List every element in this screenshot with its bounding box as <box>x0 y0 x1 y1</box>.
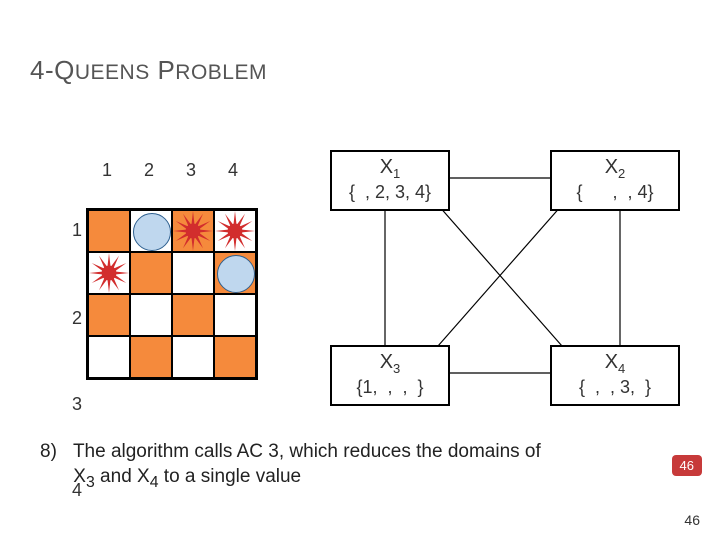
burst-icon <box>172 210 214 252</box>
domain-x1: { , 2, 3, 4} <box>340 182 440 203</box>
board-cell <box>130 294 172 336</box>
constraint-graph: X1 { , 2, 3, 4} X2 { , , 4} X3 {1, , , }… <box>320 150 690 410</box>
title-part: UEENS <box>75 61 150 84</box>
slide-title: 4-QUEENS PROBLEM <box>30 55 267 86</box>
var-label: X <box>605 351 618 373</box>
domain-x2: { , , 4} <box>560 182 670 203</box>
step-sub: 4 <box>150 473 159 490</box>
step-text: to a single value <box>159 466 302 487</box>
domain-x4: { , , 3, } <box>560 377 670 398</box>
page-number: 46 <box>684 512 700 528</box>
row-label: 2 <box>56 308 88 329</box>
step-text: X <box>73 466 86 487</box>
board-cell <box>130 210 172 252</box>
var-label: X <box>380 156 393 178</box>
col-label: 1 <box>86 160 128 181</box>
board-grid <box>86 208 258 380</box>
step-number: 8) <box>40 440 68 465</box>
board-cell <box>214 336 256 378</box>
column-labels: 1 2 3 4 <box>86 160 254 181</box>
board-cell <box>214 210 256 252</box>
board-cell <box>172 210 214 252</box>
board-cell <box>88 294 130 336</box>
board-cell <box>88 210 130 252</box>
board-cell <box>130 336 172 378</box>
burst-icon <box>214 210 256 252</box>
node-x2: X2 { , , 4} <box>550 150 680 211</box>
board-cell <box>172 252 214 294</box>
board-cell <box>88 252 130 294</box>
var-label: X <box>380 351 393 373</box>
board-cell <box>214 252 256 294</box>
board-cell <box>214 294 256 336</box>
title-part: 4 <box>30 55 45 85</box>
var-sub: 3 <box>393 361 400 376</box>
var-sub: 4 <box>618 361 625 376</box>
col-label: 2 <box>128 160 170 181</box>
queen-marker <box>217 255 255 293</box>
chess-board: 1 2 3 4 1 2 3 4 <box>60 160 254 181</box>
col-label: 4 <box>212 160 254 181</box>
col-label: 3 <box>170 160 212 181</box>
step-description: 8) The algorithm calls AC 3, which reduc… <box>40 440 690 493</box>
board-cell <box>130 252 172 294</box>
queen-marker <box>133 213 171 251</box>
title-part: ROBLEM <box>175 61 267 84</box>
burst-icon <box>88 252 130 294</box>
step-sub: 3 <box>86 473 95 490</box>
node-x4: X4 { , , 3, } <box>550 345 680 406</box>
title-part: P <box>150 55 176 85</box>
node-x3: X3 {1, , , } <box>330 345 450 406</box>
var-sub: 1 <box>393 166 400 181</box>
row-label: 3 <box>56 394 88 415</box>
board-cell <box>88 336 130 378</box>
slide-badge: 46 <box>672 455 702 476</box>
board-cell <box>172 294 214 336</box>
domain-x3: {1, , , } <box>340 377 440 398</box>
title-part: -Q <box>45 55 75 85</box>
step-text: The algorithm calls AC 3, which reduces … <box>73 441 541 462</box>
board-cell <box>172 336 214 378</box>
step-text: and X <box>95 466 150 487</box>
var-label: X <box>605 156 618 178</box>
node-x1: X1 { , 2, 3, 4} <box>330 150 450 211</box>
var-sub: 2 <box>618 166 625 181</box>
row-label: 1 <box>56 220 88 241</box>
